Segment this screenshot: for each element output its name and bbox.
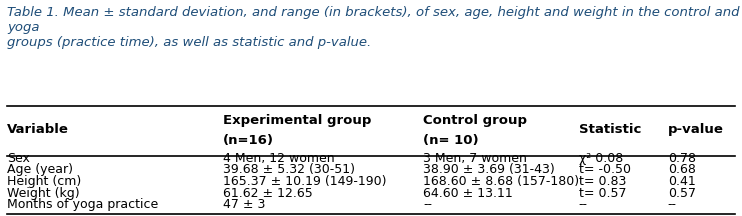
Text: Statistic: Statistic: [579, 123, 641, 136]
Text: Age (year): Age (year): [7, 163, 73, 176]
Text: 61.62 ± 12.65: 61.62 ± 12.65: [223, 187, 312, 200]
Text: --: --: [579, 198, 588, 211]
Text: Height (cm): Height (cm): [7, 175, 82, 188]
Text: Control group: Control group: [423, 114, 527, 127]
Text: Months of yoga practice: Months of yoga practice: [7, 198, 159, 211]
Text: 64.60 ± 13.11: 64.60 ± 13.11: [423, 187, 513, 200]
Text: 3 Men, 7 women: 3 Men, 7 women: [423, 152, 527, 165]
Text: t= -0.50: t= -0.50: [579, 163, 631, 176]
Text: (n=16): (n=16): [223, 134, 274, 147]
Text: --: --: [668, 198, 677, 211]
Text: t= 0.83: t= 0.83: [579, 175, 626, 188]
Text: 0.57: 0.57: [668, 187, 696, 200]
Text: Weight (kg): Weight (kg): [7, 187, 80, 200]
Text: (n= 10): (n= 10): [423, 134, 479, 147]
Text: 38.90 ± 3.69 (31-43): 38.90 ± 3.69 (31-43): [423, 163, 555, 176]
Text: 4 Men, 12 women: 4 Men, 12 women: [223, 152, 334, 165]
Text: Table 1. Mean ± standard deviation, and range (in brackets), of sex, age, height: Table 1. Mean ± standard deviation, and …: [7, 6, 740, 49]
Text: 0.41: 0.41: [668, 175, 695, 188]
Text: 165.37 ± 10.19 (149-190): 165.37 ± 10.19 (149-190): [223, 175, 386, 188]
Text: Experimental group: Experimental group: [223, 114, 371, 127]
Text: p-value: p-value: [668, 123, 723, 136]
Text: t= 0.57: t= 0.57: [579, 187, 626, 200]
Text: 39.68 ± 5.32 (30-51): 39.68 ± 5.32 (30-51): [223, 163, 355, 176]
Text: 0.68: 0.68: [668, 163, 696, 176]
Text: 168.60 ± 8.68 (157-180): 168.60 ± 8.68 (157-180): [423, 175, 579, 188]
Text: Variable: Variable: [7, 123, 69, 136]
Text: 0.78: 0.78: [668, 152, 696, 165]
Text: χ² 0.08: χ² 0.08: [579, 152, 623, 165]
Text: 47 ± 3: 47 ± 3: [223, 198, 265, 211]
Text: --: --: [423, 198, 432, 211]
Text: Sex: Sex: [7, 152, 30, 165]
